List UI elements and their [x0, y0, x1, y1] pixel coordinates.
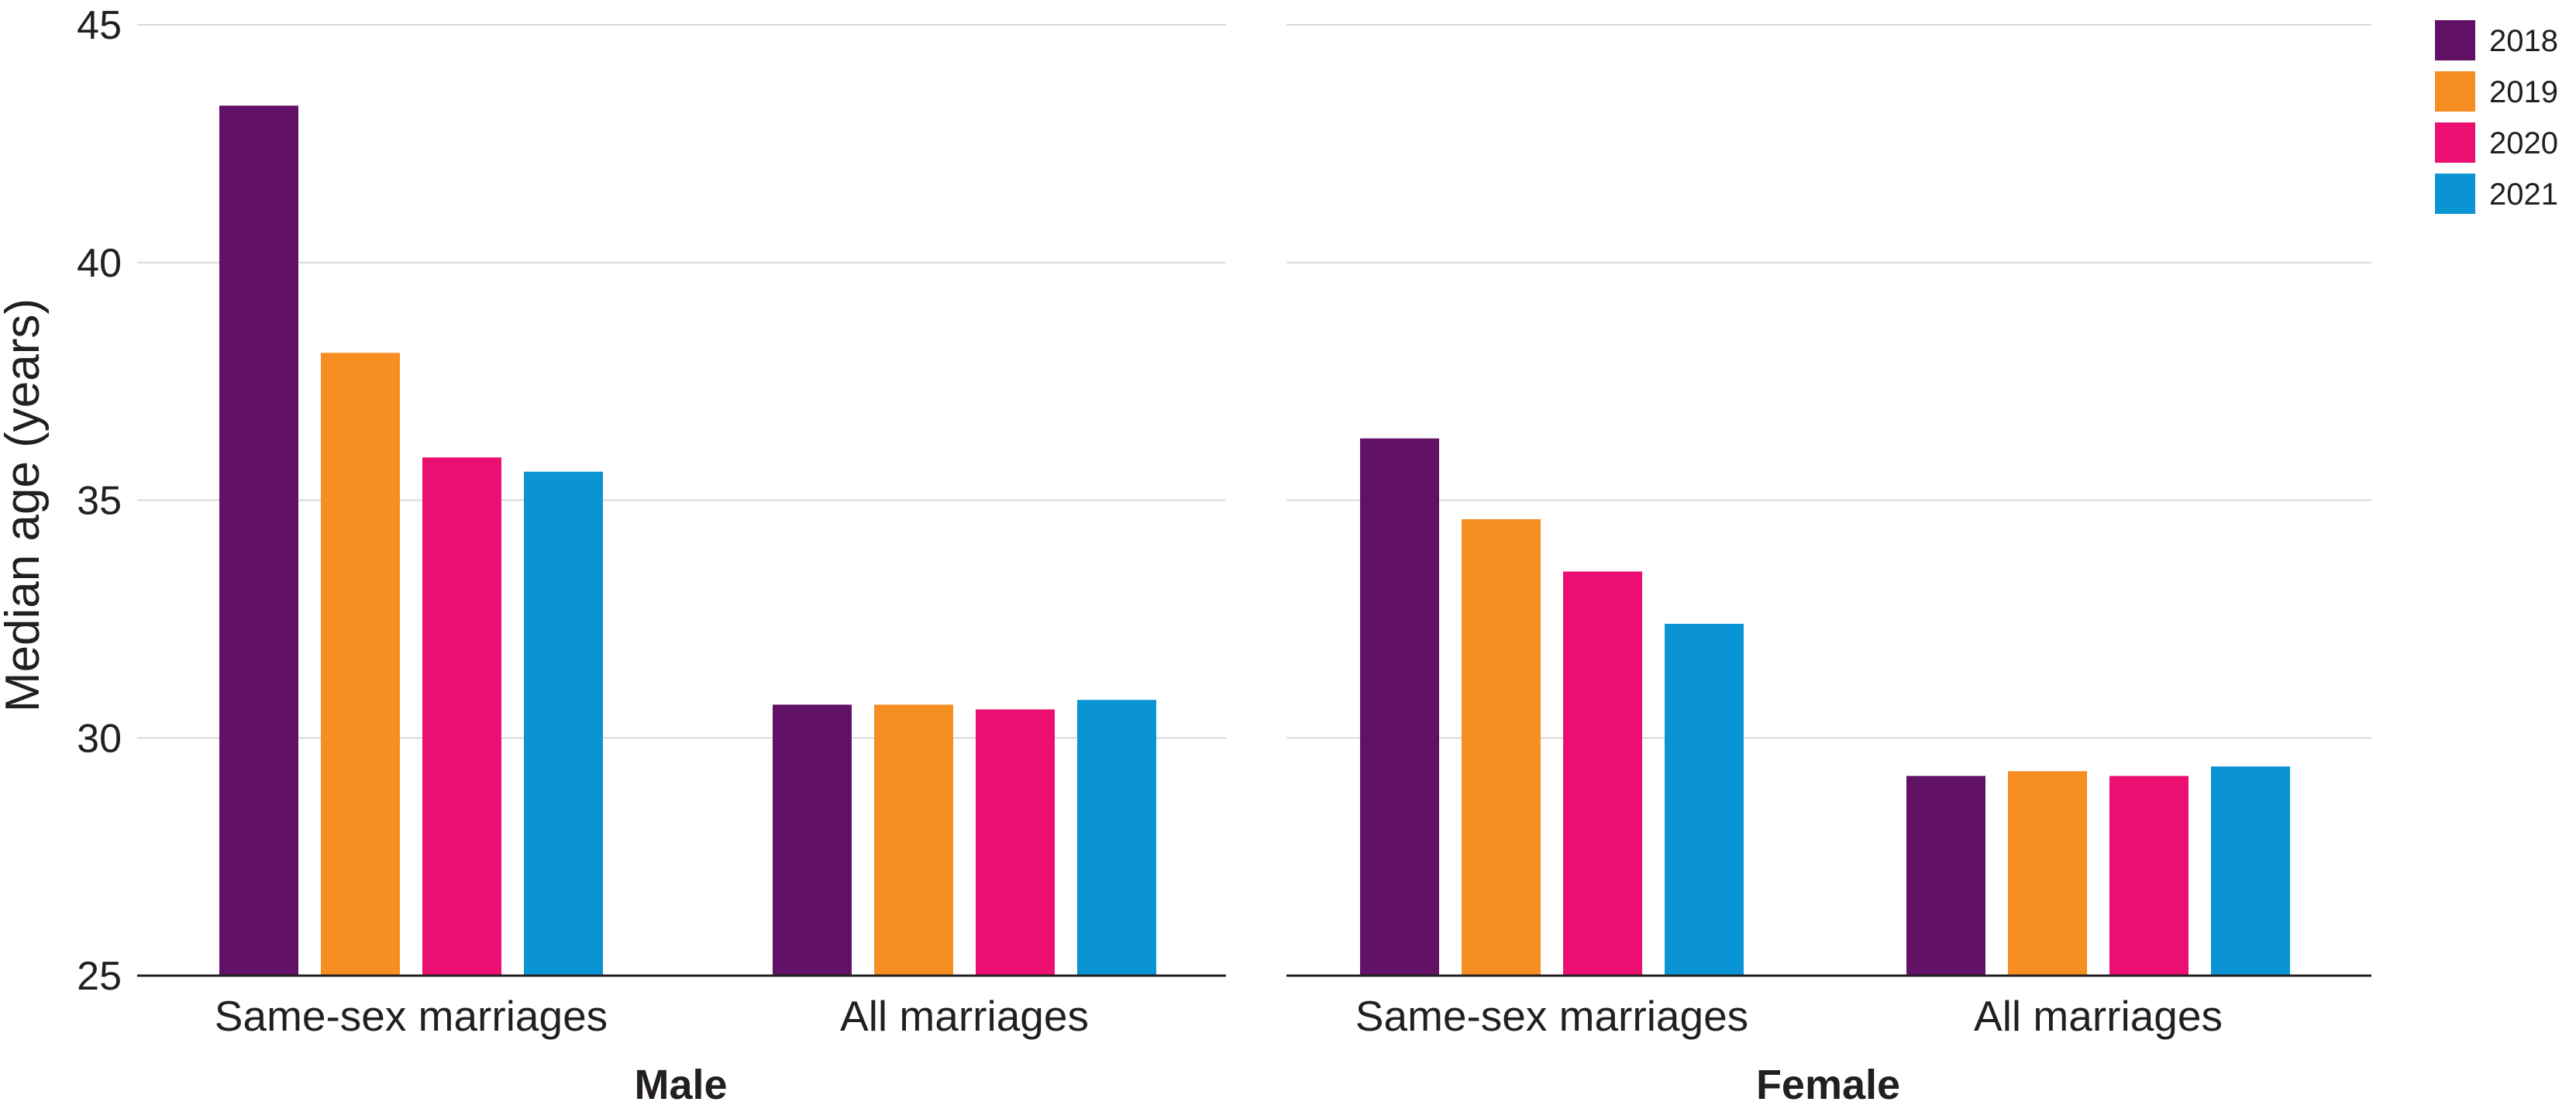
bar-male-2018 [773, 704, 852, 976]
y-tick-label: 45 [77, 3, 122, 48]
legend-label: 2019 [2489, 75, 2558, 109]
bar-male-2020 [976, 709, 1055, 976]
legend-label: 2018 [2489, 24, 2558, 58]
bar-male-2021 [1077, 700, 1156, 976]
x-category-label: All marriages [840, 992, 1089, 1040]
bar-male-2018 [219, 105, 298, 976]
panel-title: Female [1756, 1062, 1900, 1108]
legend-swatch [2435, 71, 2475, 112]
bar-female-2020 [1563, 571, 1642, 976]
bar-female-2019 [2008, 771, 2087, 976]
y-axis-title: Median age (years) [0, 298, 50, 712]
bar-female-2020 [2109, 776, 2189, 976]
x-category-label: Same-sex marriages [1355, 992, 1748, 1040]
bar-male-2020 [422, 457, 501, 976]
y-tick-label: 40 [77, 241, 122, 286]
bar-female-2021 [2211, 766, 2290, 976]
bar-female-2018 [1906, 776, 1985, 976]
legend-swatch [2435, 174, 2475, 214]
y-tick-label: 25 [77, 954, 122, 999]
legend-label: 2020 [2489, 126, 2558, 160]
legend-label: 2021 [2489, 177, 2558, 212]
legend-swatch [2435, 20, 2475, 60]
y-tick-label: 30 [77, 716, 122, 761]
x-category-label: All marriages [1974, 992, 2223, 1040]
bar-female-2018 [1360, 438, 1439, 976]
bar-male-2021 [524, 471, 603, 976]
bar-male-2019 [874, 704, 953, 976]
bar-female-2019 [1462, 519, 1541, 976]
legend-swatch [2435, 122, 2475, 163]
panel-title: Male [634, 1062, 727, 1108]
bar-male-2019 [321, 353, 400, 976]
y-tick-label: 35 [77, 479, 122, 524]
bar-female-2021 [1665, 624, 1744, 976]
x-category-label: Same-sex marriages [215, 992, 608, 1040]
